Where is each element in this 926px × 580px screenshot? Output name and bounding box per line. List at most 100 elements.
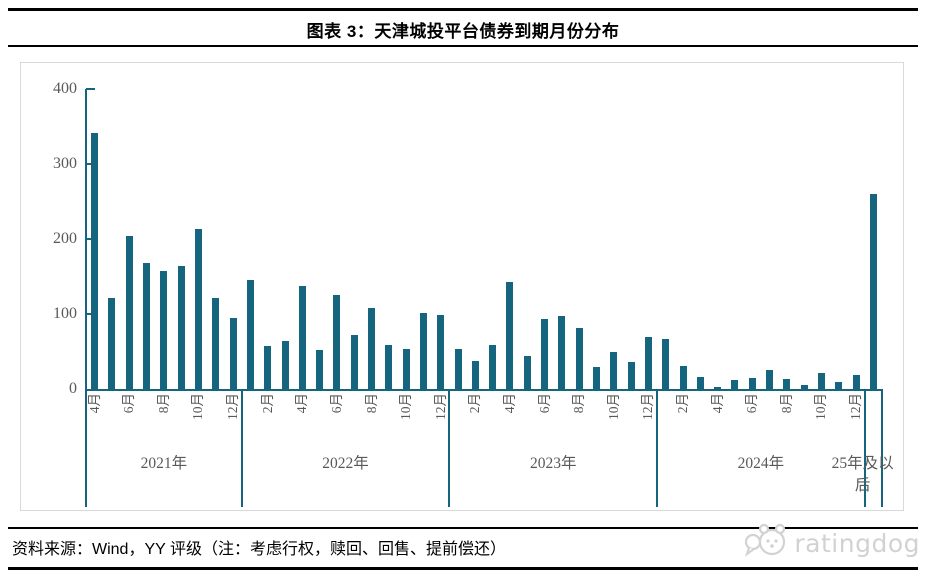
- year-label-25年及以后: 25年及以后: [831, 455, 894, 494]
- ratingdog-logo: ratingdog: [743, 521, 920, 565]
- bar-2023年-2月: [471, 360, 479, 389]
- bar-2021年-8月: [160, 270, 168, 389]
- source-divider-rule: [8, 527, 918, 529]
- y-tick-mark-200: [86, 238, 95, 240]
- logo-text: ratingdog: [794, 528, 920, 558]
- x-tick-label-2022年-6月: 6月: [328, 393, 344, 414]
- bar-2023年-3月: [489, 344, 497, 389]
- bar-2021年-10月: [194, 228, 202, 389]
- x-tick-label-2023年-8月: 8月: [571, 393, 587, 414]
- year-label-2023年: 2023年: [529, 455, 577, 472]
- x-axis: [85, 389, 883, 391]
- bar-chart: 0 100 200 300 400 4月 6月 8月 10月 12月 2月 4月 6月 8月 10月 12月 2…: [20, 62, 904, 511]
- group-separator-1: [240, 389, 243, 507]
- bar-2022年-11月: [419, 313, 427, 389]
- bar-2022年-5月: [316, 350, 324, 389]
- bar-2024年-4月: [714, 386, 722, 389]
- year-label-2022年: 2022年: [322, 455, 369, 472]
- bar-2022年-4月: [298, 285, 306, 389]
- y-tick-label-0: 0: [69, 380, 77, 397]
- bar-2021年-7月: [143, 263, 151, 389]
- x-tick-label-2024年-6月: 6月: [744, 393, 760, 414]
- group-separator-4: [863, 389, 866, 507]
- x-tick-label-2021年-4月: 4月: [86, 393, 102, 414]
- bar-2023年-7月: [558, 315, 566, 389]
- bar-2024年-8月: [783, 378, 791, 389]
- figure-title: 图表 3：天津城投平台债券到期月份分布: [306, 22, 620, 41]
- x-tick-label-2023年-4月: 4月: [501, 393, 517, 414]
- x-tick-label-2023年-6月: 6月: [536, 393, 552, 414]
- title-divider-rule: [8, 45, 918, 47]
- bar-2021年-11月: [212, 297, 220, 389]
- y-axis: [85, 89, 87, 391]
- y-tick-label-200: 200: [53, 230, 77, 247]
- bar-2021年-4月: [91, 132, 99, 389]
- bar-2024年-5月: [731, 380, 739, 389]
- bar-2023年-5月: [523, 356, 531, 389]
- bar-2022年-10月: [402, 349, 410, 389]
- bar-2024年-3月: [696, 377, 704, 389]
- x-tick-label-2024年-10月: 10月: [813, 393, 829, 420]
- group-separator-0: [85, 389, 87, 507]
- x-tick-label-2021年-8月: 8月: [155, 393, 171, 414]
- bottom-rule: [8, 567, 918, 570]
- bar-2024年-10月: [817, 373, 825, 389]
- bar-2024年-6月: [748, 377, 756, 389]
- top-rule: [8, 8, 918, 11]
- x-tick-label-2023年-10月: 10月: [605, 393, 621, 420]
- year-label-2021年: 2021年: [140, 455, 188, 472]
- year-label-2024年: 2024年: [737, 455, 785, 472]
- bar-2024年-9月: [800, 385, 808, 389]
- bar-2023年-4月: [506, 281, 514, 389]
- bar-2022年-3月: [281, 341, 289, 389]
- dog-face-icon: [743, 520, 789, 567]
- bar-2023年-10月: [610, 351, 618, 389]
- x-tick-label-2023年-2月: 2月: [467, 393, 483, 414]
- x-tick-label-2024年-8月: 8月: [778, 393, 794, 414]
- bar-2023年-6月: [541, 319, 549, 389]
- bar-2022年-9月: [385, 344, 393, 389]
- bar-2021年-12月: [229, 317, 237, 389]
- x-tick-label-2023年-12月: 12月: [640, 393, 656, 420]
- y-tick-label-300: 300: [53, 155, 77, 172]
- bar-2024年-1月: [662, 338, 670, 389]
- x-tick-label-2024年-12月: 12月: [848, 393, 864, 420]
- bar-2022年-1月: [246, 280, 254, 389]
- y-tick-mark-300: [86, 163, 95, 165]
- y-tick-mark-400: [86, 88, 95, 90]
- x-tick-label-2022年-2月: 2月: [259, 393, 275, 414]
- y-tick-label-100: 100: [53, 305, 77, 322]
- bar-2023年-1月: [454, 349, 462, 389]
- bar-2024年-11月: [835, 382, 843, 389]
- x-tick-label-2022年-4月: 4月: [294, 393, 310, 414]
- bar-2024年-2月: [679, 365, 687, 389]
- bar-2022年-6月: [333, 295, 341, 389]
- bar-2023年-8月: [575, 327, 583, 389]
- bar-2022年-8月: [368, 308, 376, 389]
- group-separator-3: [656, 389, 659, 507]
- x-tick-label-2024年-4月: 4月: [709, 393, 725, 414]
- x-tick-label-2022年-8月: 8月: [363, 393, 379, 414]
- bar-2022年-7月: [350, 335, 358, 389]
- source-note: 资料来源：Wind，YY 评级（注：考虑行权，赎回、回售、提前偿还）: [12, 541, 506, 558]
- bar-2024年-7月: [766, 370, 774, 389]
- bar-2022年-12月: [437, 314, 445, 389]
- x-tick-label-2024年-2月: 2月: [675, 393, 690, 414]
- bar-2021年-5月: [108, 298, 116, 389]
- x-tick-label-2022年-10月: 10月: [398, 393, 414, 420]
- bar-2024年-12月: [852, 374, 860, 389]
- x-tick-label-2021年-12月: 12月: [225, 393, 241, 420]
- bar-2023年-11月: [627, 362, 635, 389]
- bar-25年及以后-25年及以后: [869, 194, 877, 389]
- bar-2023年-12月: [644, 336, 652, 389]
- x-tick-label-2022年-12月: 12月: [432, 393, 448, 420]
- y-tick-label-400: 400: [53, 80, 77, 97]
- bar-2021年-6月: [125, 236, 133, 389]
- bar-2023年-9月: [592, 366, 600, 389]
- y-tick-mark-100: [86, 313, 95, 315]
- bar-2022年-2月: [264, 346, 272, 389]
- group-separator-5: [881, 389, 883, 507]
- x-tick-label-2021年-10月: 10月: [190, 393, 206, 420]
- bar-2021年-9月: [177, 266, 185, 389]
- plot-area: 0 100 200 300 400 4月 6月 8月 10月 12月 2月 4月 6月 8月 10月 12月 2…: [21, 63, 903, 510]
